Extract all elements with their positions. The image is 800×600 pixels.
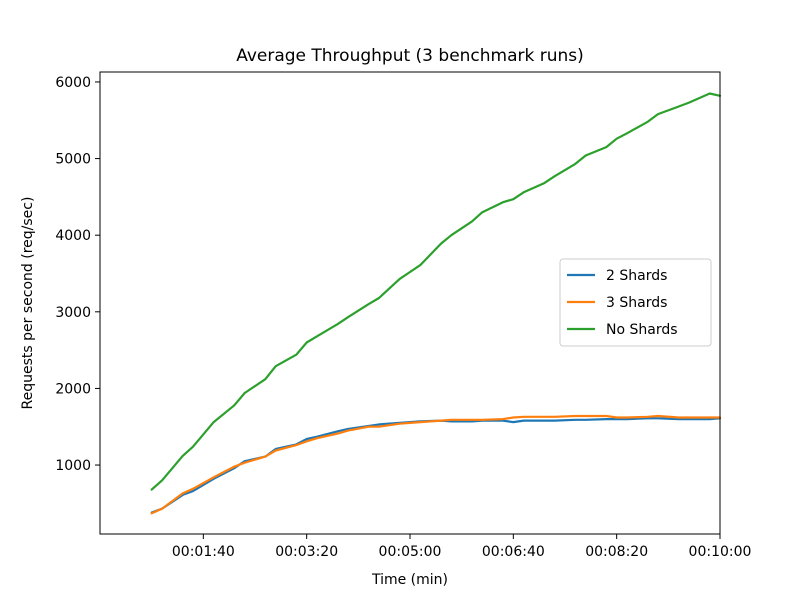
legend: 2 Shards 3 Shards No Shards bbox=[559, 258, 712, 347]
legend-label-3-shards: 3 Shards bbox=[606, 295, 667, 311]
x-tick-label: 00:06:40 bbox=[482, 544, 545, 560]
x-tick-label: 00:01:40 bbox=[172, 544, 235, 560]
chart-title: Average Throughput (3 benchmark runs) bbox=[236, 46, 584, 66]
y-tick-label: 3000 bbox=[55, 305, 91, 321]
x-tick-label: 00:10:00 bbox=[689, 544, 752, 560]
y-tick-label: 4000 bbox=[55, 228, 91, 244]
y-axis-title: Requests per second (req/sec) bbox=[20, 197, 36, 410]
y-axis: 1000 2000 3000 4000 5000 6000 bbox=[55, 75, 100, 474]
y-tick-label: 2000 bbox=[55, 381, 91, 397]
y-tick-label: 1000 bbox=[55, 458, 91, 474]
x-tick-label: 00:08:20 bbox=[585, 544, 648, 560]
x-tick-label: 00:05:00 bbox=[379, 544, 442, 560]
x-axis-title: Time (min) bbox=[371, 572, 448, 588]
x-axis: 00:01:40 00:03:20 00:05:00 00:06:40 00:08:20… bbox=[172, 534, 752, 560]
legend-label-no-shards: No Shards bbox=[606, 322, 678, 338]
x-tick-label: 00:03:20 bbox=[275, 544, 338, 560]
legend-label-2-shards: 2 Shards bbox=[606, 268, 667, 284]
series-layer bbox=[150, 92, 722, 515]
series-line-3-shards bbox=[150, 414, 722, 515]
y-tick-label: 5000 bbox=[55, 152, 91, 168]
legend-box bbox=[559, 258, 712, 347]
series-line-no-shards bbox=[150, 92, 722, 491]
y-tick-label: 6000 bbox=[55, 75, 91, 91]
